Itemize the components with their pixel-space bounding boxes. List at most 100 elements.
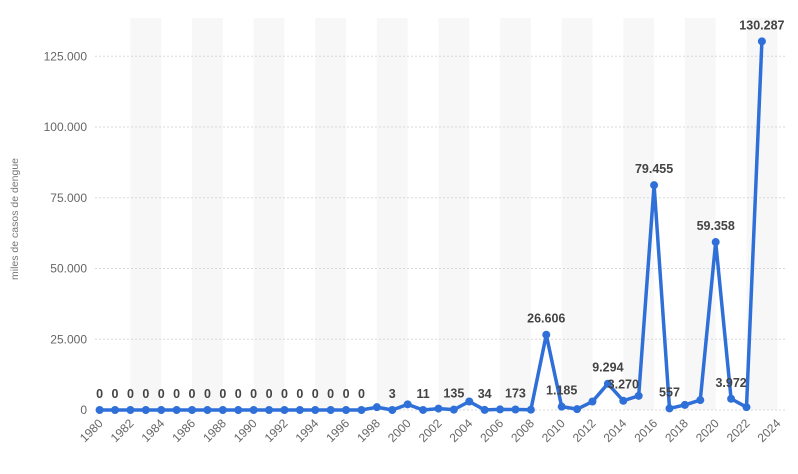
point xyxy=(542,330,551,339)
x-tick-label: 2012 xyxy=(570,416,599,445)
y-axis-title: miles de casos de dengue xyxy=(9,158,21,280)
point xyxy=(465,397,474,406)
point xyxy=(141,406,150,414)
x-tick-label: 1990 xyxy=(231,416,260,445)
point xyxy=(172,406,181,414)
point xyxy=(619,396,628,405)
data-label: 0 xyxy=(296,387,303,401)
data-label: 0 xyxy=(312,387,319,401)
point xyxy=(434,404,443,413)
x-tick-label: 1980 xyxy=(77,416,106,445)
point xyxy=(388,405,397,414)
y-tick-label: 125.000 xyxy=(44,49,88,63)
data-label: 0 xyxy=(281,387,288,401)
point xyxy=(588,397,597,406)
point xyxy=(326,406,335,414)
point xyxy=(419,405,428,414)
band xyxy=(192,18,223,410)
point xyxy=(696,396,705,405)
point xyxy=(126,406,135,414)
x-tick-label: 1992 xyxy=(262,416,291,445)
data-label: 0 xyxy=(204,387,211,401)
y-tick-label: 25.000 xyxy=(50,332,87,346)
point xyxy=(95,406,104,414)
x-tick-label: 2000 xyxy=(385,416,414,445)
point xyxy=(480,405,489,414)
point xyxy=(295,406,304,414)
band xyxy=(746,18,778,410)
data-label: 11 xyxy=(416,387,429,401)
point xyxy=(511,405,520,414)
point xyxy=(634,391,643,400)
x-tick-label: 1986 xyxy=(169,416,198,445)
point xyxy=(727,394,736,403)
point xyxy=(526,405,535,414)
data-label: 3 xyxy=(389,387,396,401)
band xyxy=(315,18,347,410)
data-label: 0 xyxy=(189,387,196,401)
x-tick-label: 2010 xyxy=(539,416,568,445)
point xyxy=(573,405,582,414)
y-tick-label: 0 xyxy=(80,403,87,417)
band xyxy=(561,18,593,410)
point xyxy=(111,406,120,414)
point xyxy=(711,238,720,247)
data-label: 3.270 xyxy=(608,378,639,392)
x-tick-label: 2016 xyxy=(631,416,660,445)
x-tick-label: 1998 xyxy=(354,416,383,445)
band xyxy=(623,18,655,410)
data-label: 0 xyxy=(96,387,103,401)
x-tick-label: 2024 xyxy=(755,416,784,445)
point xyxy=(234,406,243,414)
x-tick-label: 2018 xyxy=(662,416,691,445)
band xyxy=(253,18,285,410)
point xyxy=(203,406,212,414)
data-label: 9.294 xyxy=(592,361,623,375)
point xyxy=(342,406,351,414)
data-label: 3.972 xyxy=(715,376,746,390)
data-label: 0 xyxy=(266,387,273,401)
band xyxy=(684,18,716,410)
band xyxy=(500,18,531,410)
y-tick-label: 50.000 xyxy=(50,262,87,276)
point xyxy=(265,406,274,414)
x-tick-label: 2002 xyxy=(416,416,445,445)
y-tick-label: 75.000 xyxy=(50,191,87,205)
x-tick-label: 2022 xyxy=(724,416,753,445)
data-label: 0 xyxy=(173,387,180,401)
data-label: 0 xyxy=(142,387,149,401)
data-label: 0 xyxy=(127,387,134,401)
data-label: 79.455 xyxy=(635,162,673,176)
point xyxy=(157,406,166,414)
point xyxy=(557,402,566,411)
data-label: 0 xyxy=(112,387,119,401)
point xyxy=(680,400,689,409)
point xyxy=(603,379,612,388)
x-tick-label: 2014 xyxy=(601,416,630,445)
point xyxy=(650,181,659,190)
point xyxy=(742,403,751,412)
data-label: 34 xyxy=(478,387,492,401)
point xyxy=(357,406,366,414)
x-tick-label: 1988 xyxy=(200,416,229,445)
data-label: 1.185 xyxy=(546,384,577,398)
data-label: 0 xyxy=(327,387,334,401)
x-tick-label: 2006 xyxy=(477,416,506,445)
data-label: 0 xyxy=(219,387,226,401)
band xyxy=(376,18,408,410)
x-tick-label: 1994 xyxy=(293,416,322,445)
band xyxy=(130,18,162,410)
data-label: 173 xyxy=(505,387,526,401)
x-tick-label: 1984 xyxy=(139,416,168,445)
y-tick-label: 100.000 xyxy=(44,120,88,134)
data-label: 0 xyxy=(358,387,365,401)
x-tick-label: 1996 xyxy=(323,416,352,445)
point xyxy=(665,404,674,413)
point xyxy=(249,406,258,414)
point xyxy=(372,403,381,412)
data-label: 0 xyxy=(250,387,257,401)
x-tick-label: 2004 xyxy=(447,416,476,445)
data-label: 59.358 xyxy=(697,219,735,233)
point xyxy=(757,37,766,46)
